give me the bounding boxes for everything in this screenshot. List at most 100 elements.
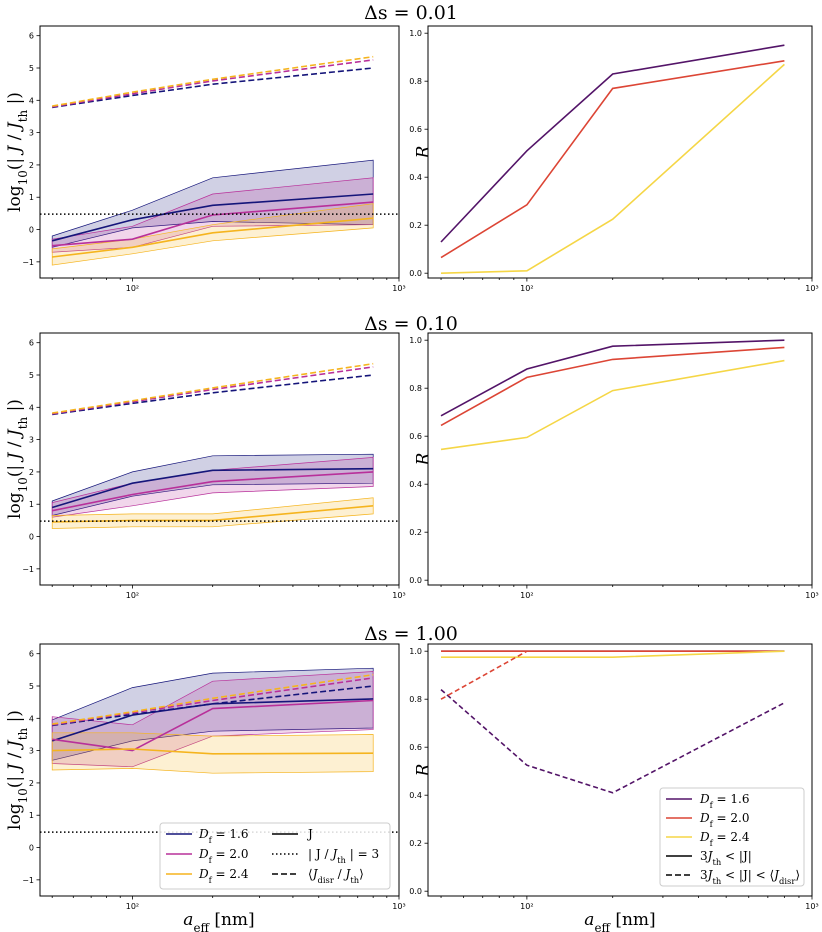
y-tick-label: 6 <box>29 32 34 41</box>
y-tick-label: 0.8 <box>409 384 422 393</box>
y-tick-label: 3 <box>29 436 34 445</box>
j-line-D_f-2-0 <box>52 471 374 512</box>
j-line-D_f-2-0 <box>52 699 374 752</box>
disr-line <box>52 55 374 107</box>
j-line-D_f-2-4 <box>52 217 374 258</box>
r-line-D_f-2-4 <box>440 63 785 274</box>
row-title: Δs = 0.01 <box>364 2 458 24</box>
row-title: Δs = 0.10 <box>364 313 458 335</box>
y-tick-label: 5 <box>29 64 34 73</box>
legend-right-box <box>659 787 805 887</box>
disr-line <box>52 374 374 416</box>
y-tick-label: 4 <box>29 403 34 412</box>
r-line-D_f-1-6-disr- <box>440 688 785 794</box>
y-tick-label: 0.4 <box>409 791 422 800</box>
disr-line <box>52 673 374 725</box>
x-tick-label: 10³ <box>392 284 405 293</box>
y-tick-label: −1 <box>22 565 34 574</box>
y-tick-label: 5 <box>29 371 34 380</box>
y-tick-label: 0.8 <box>409 695 422 704</box>
y-tick-label: 0 <box>29 226 34 235</box>
y-tick-label: 0.2 <box>409 221 422 230</box>
legend-label: | J / Jth​ | = 3 <box>308 847 379 865</box>
r-line-D_f-2-4 <box>440 359 785 451</box>
r-axis-label: R <box>414 763 434 777</box>
y-tick-label: 5 <box>29 682 34 691</box>
y-tick-label: 0.2 <box>409 839 422 848</box>
y-axis-label: log10(| J / Jth |) <box>5 92 30 212</box>
right-panel-frame <box>427 643 813 897</box>
disr-line <box>52 677 374 726</box>
r-line-D_f-2-0 <box>440 60 785 259</box>
y-tick-label: 6 <box>29 650 34 659</box>
y-axis-label: log10(| J / Jth |) <box>5 710 30 830</box>
legend-left-box <box>159 822 391 890</box>
x-tick-label: 10² <box>126 284 139 293</box>
y-tick-label: 0.6 <box>409 432 422 441</box>
x-tick-label: 10³ <box>805 284 818 293</box>
x-tick-label: 10³ <box>805 902 818 911</box>
band-D_f-2-4 <box>51 203 374 266</box>
y-tick-label: 1 <box>29 193 34 202</box>
y-tick-label: 0 <box>29 844 34 853</box>
j-line-D_f-2-0 <box>52 201 374 247</box>
r-line-D_f-2-0-disr- <box>440 650 528 700</box>
x-tick-label: 10³ <box>805 591 818 600</box>
x-tick-label: 10² <box>520 284 533 293</box>
y-tick-label: 0.4 <box>409 173 422 182</box>
y-tick-label: 2 <box>29 779 34 788</box>
legend-label: ⟨Jdisr​ / Jth​⟩ <box>308 867 364 885</box>
y-tick-label: 3 <box>29 129 34 138</box>
r-line-D_f-1-6 <box>440 339 785 417</box>
disr-line <box>52 366 374 415</box>
right-panel-frame <box>427 25 813 279</box>
legend-label: Df​ = 2.0 <box>198 847 249 865</box>
legend-label: Df​ = 1.6 <box>198 827 249 845</box>
legend-label: Df​ = 2.4 <box>699 830 750 848</box>
y-tick-label: 2 <box>29 468 34 477</box>
y-tick-label: 4 <box>29 714 34 723</box>
j-line-D_f-1-6 <box>51 467 374 509</box>
y-tick-label: 0.2 <box>409 528 422 537</box>
y-tick-label: 0 <box>29 533 34 542</box>
y-tick-label: 1.0 <box>409 29 422 38</box>
y-tick-label: −1 <box>22 876 34 885</box>
y-tick-label: 0.0 <box>409 887 422 896</box>
y-tick-label: 0.8 <box>409 77 422 86</box>
right-panel-frame <box>427 332 813 586</box>
x-axis-label: aeff [nm] <box>183 910 254 932</box>
legend-label: Df​ = 1.6 <box>699 792 750 810</box>
left-panel-frame <box>39 332 400 586</box>
y-tick-label: 1.0 <box>409 336 422 345</box>
y-tick-label: 1 <box>29 811 34 820</box>
y-axis-label: log10(| J / Jth |) <box>5 399 30 519</box>
r-line-D_f-2-0 <box>440 346 785 427</box>
r-axis-label: R <box>414 145 434 159</box>
disr-line <box>52 362 374 414</box>
legend-label: 3Jth​ < |J| <box>700 849 752 867</box>
y-tick-label: 1.0 <box>409 647 422 656</box>
y-tick-label: 6 <box>29 339 34 348</box>
r-line-D_f-1-6 <box>440 44 785 243</box>
y-tick-label: 0.6 <box>409 743 422 752</box>
r-line-D_f-2-4 <box>441 650 785 659</box>
y-tick-label: 3 <box>29 747 34 756</box>
legend-label: 3Jth​ < |J| < ⟨Jdisr​⟩ <box>700 868 800 886</box>
x-tick-label: 10² <box>520 902 533 911</box>
y-tick-label: 0.4 <box>409 480 422 489</box>
row-title: Δs = 1.00 <box>364 623 458 645</box>
y-tick-label: 0.0 <box>409 269 422 278</box>
x-tick-label: 10² <box>126 902 139 911</box>
x-tick-label: 10² <box>520 591 533 600</box>
x-tick-label: 10³ <box>392 591 405 600</box>
r-axis-label: R <box>414 452 434 466</box>
j-line-D_f-1-6 <box>51 193 374 242</box>
j-line-D_f-2-4 <box>52 748 374 755</box>
y-tick-label: 4 <box>29 96 34 105</box>
disr-line <box>52 67 374 109</box>
y-tick-label: 0.0 <box>409 576 422 585</box>
disr-line <box>52 59 374 108</box>
y-tick-label: −1 <box>22 258 34 267</box>
